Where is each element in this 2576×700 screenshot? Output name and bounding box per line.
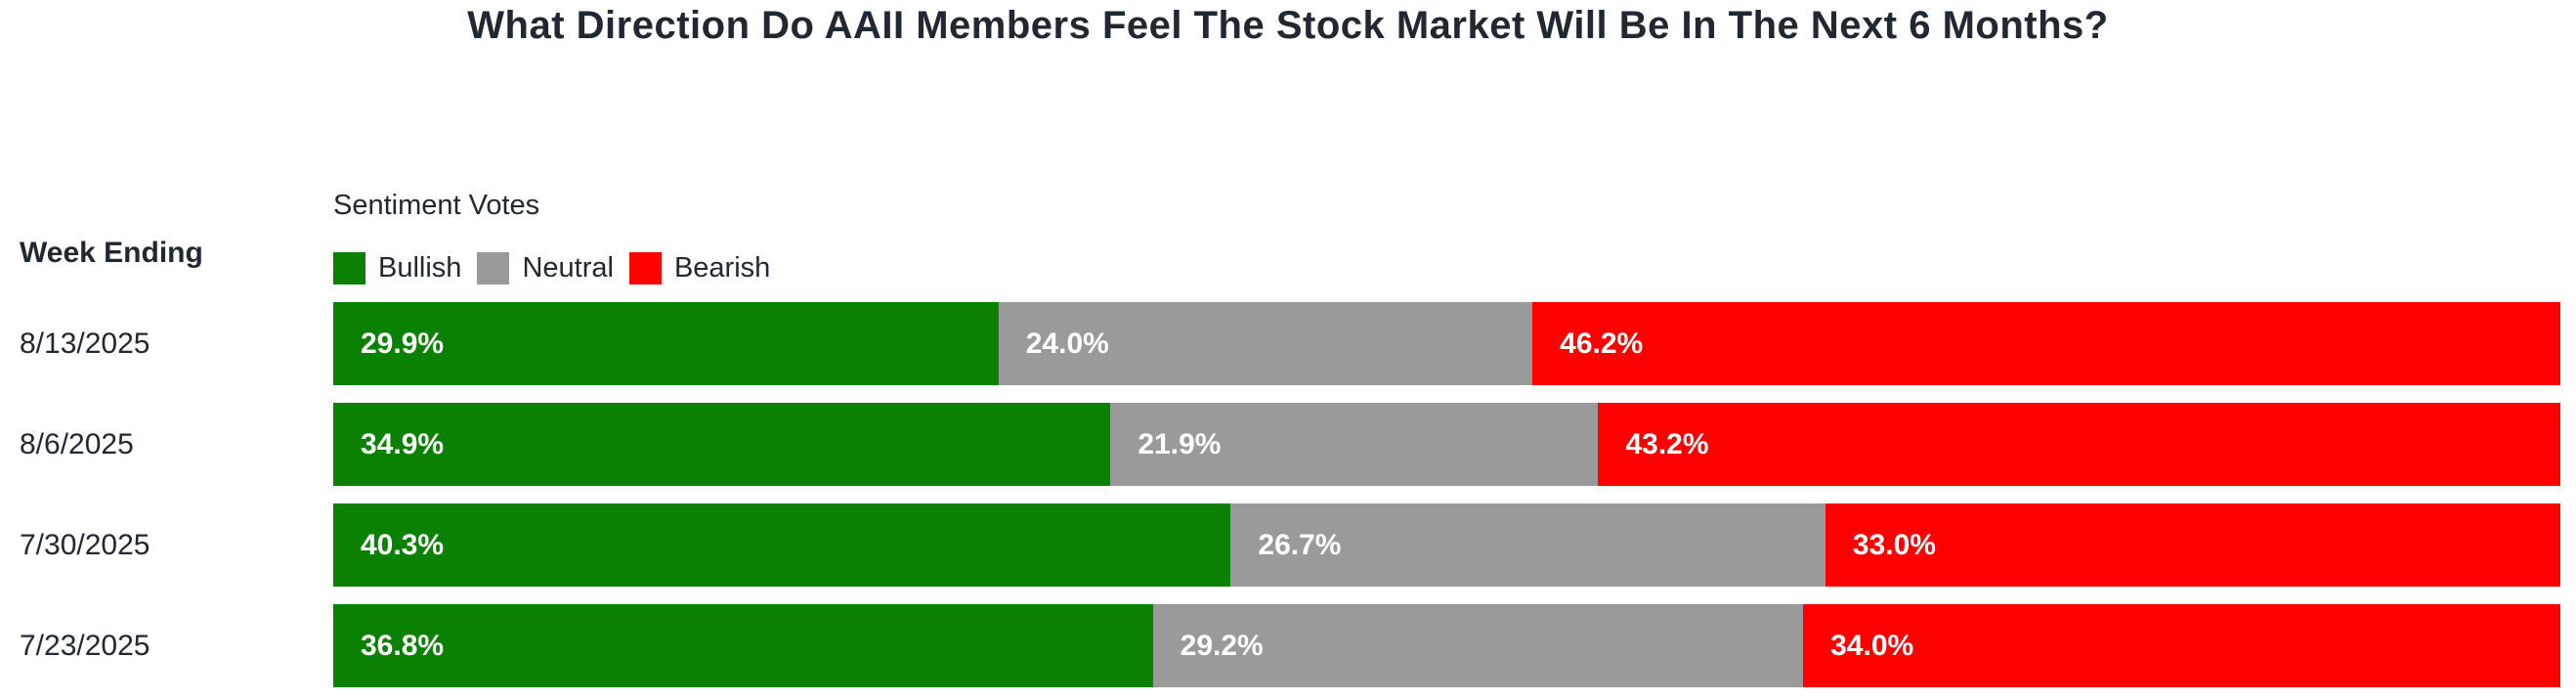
legend-title: Sentiment Votes	[333, 190, 540, 221]
bar-value-label: 33.0%	[1852, 528, 1936, 561]
legend-item-bearish: Bearish	[628, 252, 771, 284]
stacked-bar: 29.9% 24.0% 46.2%	[333, 302, 2560, 385]
bar-segment-bearish: 33.0%	[1825, 503, 2560, 587]
bar-segment-bullish: 40.3%	[333, 503, 1231, 587]
bar-segment-bearish: 43.2%	[1598, 403, 2560, 486]
stacked-bar: 40.3% 26.7% 33.0%	[333, 503, 2560, 587]
stacked-bar: 34.9% 21.9% 43.2%	[333, 403, 2560, 486]
bar-row: 8/13/2025 29.9% 24.0% 46.2%	[0, 302, 2560, 385]
bearish-swatch-icon	[628, 252, 662, 284]
legend-item-bullish: Bullish	[333, 252, 461, 284]
bar-value-label: 24.0%	[1025, 327, 1109, 360]
chart-title: What Direction Do AAII Members Feel The …	[467, 4, 2109, 47]
week-label: 7/23/2025	[20, 629, 150, 662]
bar-value-label: 43.2%	[1625, 427, 1709, 460]
bar-value-label: 40.3%	[361, 528, 445, 561]
bar-segment-bearish: 46.2%	[1532, 302, 2560, 385]
bar-row: 8/6/2025 34.9% 21.9% 43.2%	[0, 403, 2560, 486]
bar-row: 7/23/2025 36.8% 29.2% 34.0%	[0, 604, 2560, 687]
bar-segment-neutral: 24.0%	[998, 302, 1533, 385]
bar-segment-bearish: 34.0%	[1803, 604, 2560, 687]
week-ending-header: Week Ending	[20, 237, 203, 269]
week-label: 7/30/2025	[20, 528, 150, 561]
bar-segment-bullish: 29.9%	[333, 302, 999, 385]
bar-segment-neutral: 29.2%	[1152, 604, 1804, 687]
bar-segment-neutral: 21.9%	[1110, 403, 1599, 486]
stacked-bar: 36.8% 29.2% 34.0%	[333, 604, 2560, 687]
bullish-swatch-icon	[333, 252, 365, 284]
bar-segment-neutral: 26.7%	[1230, 503, 1825, 587]
bar-value-label: 29.2%	[1180, 629, 1264, 662]
legend: Bullish Neutral Bearish	[333, 252, 786, 284]
bar-row: 7/30/2025 40.3% 26.7% 33.0%	[0, 503, 2560, 587]
bar-value-label: 29.9%	[361, 327, 445, 360]
week-label: 8/13/2025	[20, 327, 150, 360]
bar-value-label: 46.2%	[1560, 327, 1644, 360]
bar-value-label: 26.7%	[1258, 528, 1342, 561]
bar-value-label: 21.9%	[1138, 427, 1222, 460]
bar-rows: 8/13/2025 29.9% 24.0% 46.2% 8/6/2025 34.9% 21.…	[0, 302, 2560, 700]
bar-segment-bullish: 36.8%	[333, 604, 1153, 687]
bar-value-label: 36.8%	[361, 629, 445, 662]
legend-label: Bearish	[673, 252, 771, 284]
legend-label: Neutral	[522, 252, 614, 284]
bar-value-label: 34.0%	[1830, 629, 1914, 662]
week-label: 8/6/2025	[20, 427, 134, 460]
legend-item-neutral: Neutral	[477, 252, 614, 284]
neutral-swatch-icon	[477, 252, 510, 284]
legend-label: Bullish	[378, 252, 462, 284]
bar-segment-bullish: 34.9%	[333, 403, 1111, 486]
bar-value-label: 34.9%	[361, 427, 445, 460]
